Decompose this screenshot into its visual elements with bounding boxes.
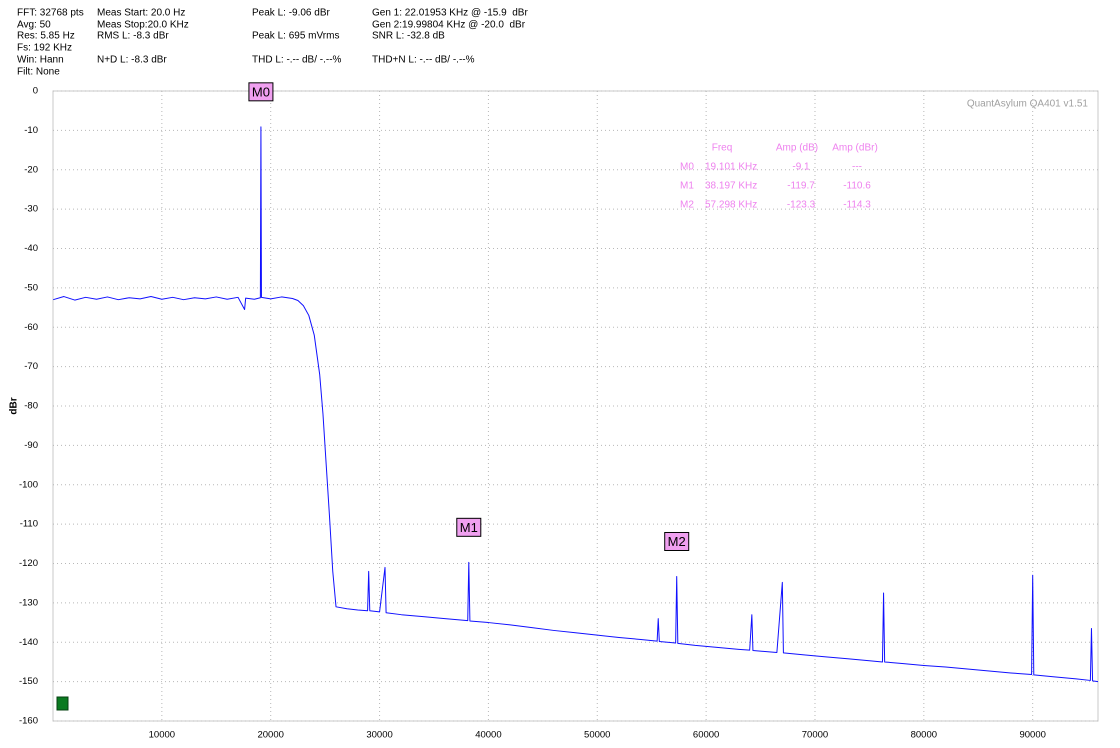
x-tick-label: 30000: [366, 730, 392, 741]
marker-label: M0: [252, 84, 270, 99]
marker-table-cell: -119.7: [787, 181, 815, 192]
y-tick-label: -50: [24, 282, 38, 293]
y-tick-label: -10: [24, 125, 38, 136]
marker-table: Freq Amp (dB) Amp (dBr) M0 19.101 KHz -9.1 ---…: [680, 143, 878, 211]
status-text: Res: 5.85 Hz: [17, 31, 75, 42]
y-tick-label: -30: [24, 204, 38, 215]
x-tick-label: 60000: [693, 730, 719, 741]
marker-table-header: Amp (dBr): [832, 143, 878, 154]
status-text: Fs: 192 KHz: [17, 43, 72, 54]
y-tick-label: -110: [20, 519, 38, 530]
y-tick-label: -130: [19, 597, 38, 608]
marker-table-cell: M0: [680, 162, 694, 173]
status-text: SNR L: -32.8 dB: [372, 31, 445, 42]
marker-table-cell: 57.298 KHz: [705, 200, 757, 211]
status-text: Win: Hann: [17, 55, 64, 66]
marker-table-cell: M1: [680, 181, 694, 192]
marker-flag: M1: [456, 517, 482, 537]
marker-flag: M0: [248, 82, 274, 102]
marker-table-cell: M2: [680, 200, 694, 211]
marker-box: [248, 82, 274, 102]
marker-flag: M2: [664, 531, 690, 551]
y-tick-label: -160: [19, 716, 38, 727]
status-text: Gen 2:19.99804 KHz @ -20.0 dBr: [372, 20, 526, 31]
marker-table-header: Amp (dB): [776, 143, 818, 154]
status-text: FFT: 32768 pts: [17, 8, 84, 19]
y-tick-label: -20: [24, 164, 38, 175]
marker-table-cell: -114.3: [843, 200, 871, 211]
marker-table-header: Freq: [712, 143, 733, 154]
status-text: Peak L: -9.06 dBr: [252, 8, 330, 19]
status-text: THD+N L: -.-- dB/ -.--%: [372, 55, 475, 66]
grid: [53, 90, 1098, 722]
x-tick-label: 50000: [584, 730, 610, 741]
status-text: THD L: -.-- dB/ -.--%: [252, 55, 342, 66]
status-header: FFT: 32768 pts Avg: 50 Res: 5.85 Hz Fs: …: [17, 8, 528, 78]
x-tick-label: 10000: [149, 730, 175, 741]
watermark: QuantAsylum QA401 v1.51: [967, 99, 1089, 110]
status-text: Filt: None: [17, 67, 60, 78]
marker-table-cell: -123.3: [787, 200, 816, 211]
status-indicator: [56, 696, 69, 711]
y-tick-label: -70: [24, 361, 38, 372]
y-tick-label: -120: [19, 558, 38, 569]
y-tick-label: -150: [19, 676, 38, 687]
marker-table-cell: 19.101 KHz: [705, 162, 757, 173]
spectrum-line: [53, 126, 1099, 683]
status-text: Gen 1: 22.01953 KHz @ -15.9 dBr: [372, 8, 528, 19]
status-text: N+D L: -8.3 dBr: [97, 55, 167, 66]
marker-label: M2: [668, 534, 686, 549]
x-tick-label: 90000: [1019, 730, 1045, 741]
x-tick-label: 40000: [475, 730, 501, 741]
marker-table-cell: -9.1: [792, 162, 810, 173]
status-text: Peak L: 695 mVrms: [252, 31, 339, 42]
y-tick-label: -80: [24, 401, 38, 412]
y-tick-label: -90: [24, 440, 38, 451]
x-tick-label: 20000: [257, 730, 283, 741]
marker-table-cell: 38.197 KHz: [705, 181, 757, 192]
status-text: RMS L: -8.3 dBr: [97, 31, 169, 42]
marker-box: [456, 517, 482, 537]
marker-table-cell: -110.6: [843, 181, 871, 192]
marker-box: [664, 531, 690, 551]
y-tick-label: -100: [19, 479, 38, 490]
y-tick-label: 0: [33, 86, 38, 97]
y-tick-label: -140: [19, 637, 38, 648]
x-tick-label: 70000: [802, 730, 828, 741]
y-axis-label: dBr: [9, 397, 20, 414]
status-text: Meas Start: 20.0 Hz: [97, 8, 185, 19]
marker-table-cell: ---: [852, 162, 862, 173]
x-tick-label: 80000: [911, 730, 937, 741]
status-text: Meas Stop:20.0 KHz: [97, 20, 189, 31]
marker-label: M1: [460, 520, 478, 535]
y-tick-label: -40: [24, 243, 38, 254]
y-tick-label: -60: [24, 322, 38, 333]
status-text: Avg: 50: [17, 20, 51, 31]
